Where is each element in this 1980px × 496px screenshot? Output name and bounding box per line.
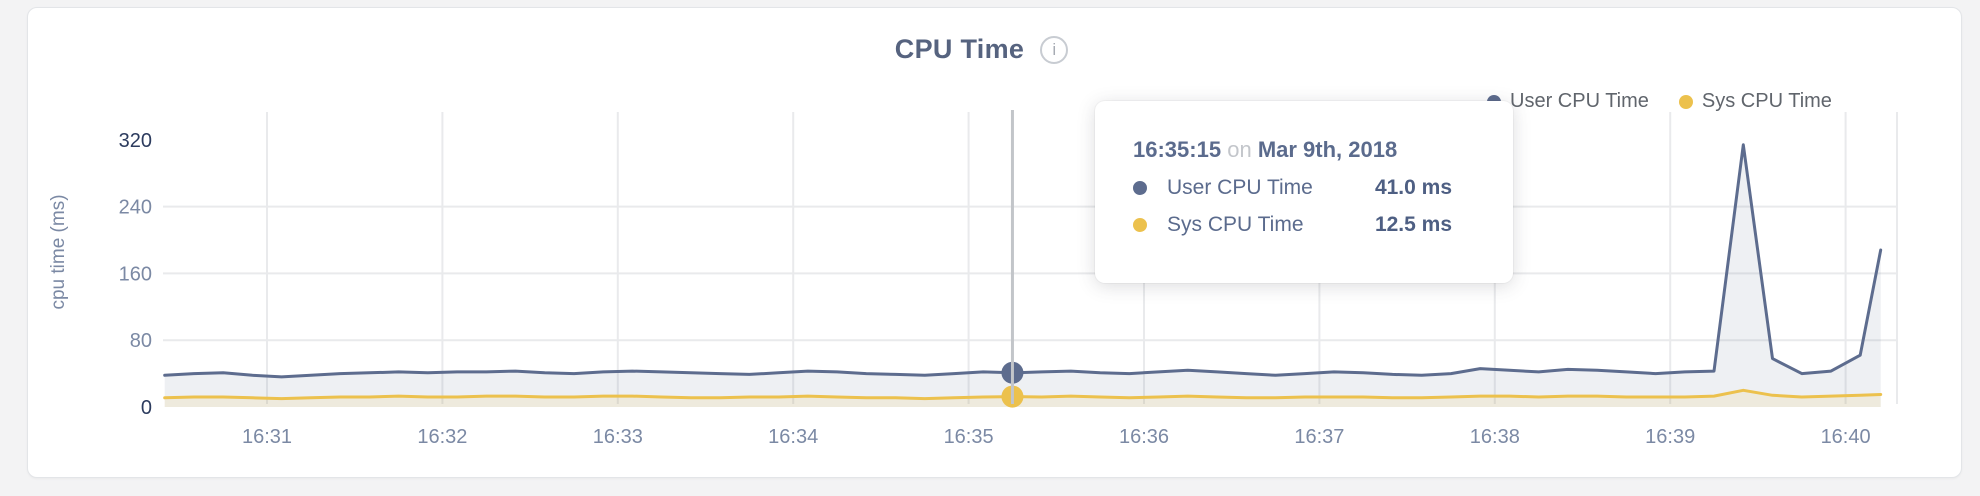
x-tick-label: 16:38 xyxy=(1470,426,1520,448)
y-tick-label: 80 xyxy=(130,330,152,352)
tooltip-series-value: 41.0 ms xyxy=(1374,176,1452,199)
y-tick-label: 0 xyxy=(141,397,152,419)
chart-tooltip: 16:35:15 on Mar 9th, 2018 User CPU Time … xyxy=(1095,101,1513,283)
x-tick-label: 16:34 xyxy=(768,426,818,448)
x-tick-label: 16:32 xyxy=(417,426,467,448)
tooltip-series-label: User CPU Time xyxy=(1167,176,1313,199)
y-tick-label: 160 xyxy=(119,263,152,285)
x-tick-label: 16:33 xyxy=(593,426,643,448)
tooltip-connector: on xyxy=(1227,137,1252,162)
x-tick-label: 16:31 xyxy=(242,426,292,448)
sys-series-dot xyxy=(1133,218,1147,232)
chart-title: CPU Time xyxy=(894,34,1025,64)
tooltip-row-user: User CPU Time 41.0 ms xyxy=(1133,176,1513,200)
legend-item-sys-cpu-time[interactable]: Sys CPU Time xyxy=(1678,90,1832,113)
tooltip-series-value: 12.5 ms xyxy=(1374,213,1452,236)
y-axis-title: cpu time (ms) xyxy=(48,194,69,309)
legend-label: User CPU Time xyxy=(1510,90,1649,112)
x-tick-label: 16:39 xyxy=(1645,426,1695,448)
x-tick-label: 16:35 xyxy=(944,426,994,448)
user-cpu-area xyxy=(164,144,1881,408)
tooltip-series-label: Sys CPU Time xyxy=(1167,213,1304,236)
y-tick-label: 240 xyxy=(119,197,152,219)
tooltip-row-sys: Sys CPU Time 12.5 ms xyxy=(1133,213,1513,237)
x-tick-label: 16:37 xyxy=(1294,426,1344,448)
user-cpu-line xyxy=(163,143,1883,379)
y-tick-label: 320 xyxy=(119,130,152,152)
sys-series-dot xyxy=(1678,94,1693,109)
x-tick-label: 16:36 xyxy=(1119,426,1169,448)
info-icon[interactable]: i xyxy=(1040,35,1069,64)
x-tick-label: 16:40 xyxy=(1821,426,1871,448)
chart-legend: User CPU Time Sys CPU Time xyxy=(1487,90,1832,113)
legend-label: Sys CPU Time xyxy=(1701,90,1832,112)
tooltip-date: Mar 9th, 2018 xyxy=(1257,137,1398,162)
tooltip-timestamp: 16:35:15 on Mar 9th, 2018 xyxy=(1133,137,1513,163)
chart-card xyxy=(27,7,1962,478)
tooltip-time: 16:35:15 xyxy=(1133,137,1222,162)
sys-cpu-line xyxy=(163,388,1883,401)
user-series-dot xyxy=(1133,181,1147,195)
chart-header: CPU Time i xyxy=(15,34,1948,65)
